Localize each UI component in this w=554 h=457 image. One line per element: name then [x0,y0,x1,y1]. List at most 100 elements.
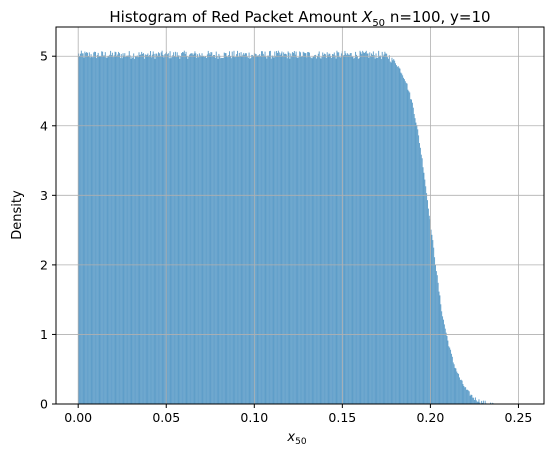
histogram-bar [267,55,269,405]
histogram-bar [466,389,468,404]
histogram-bar [263,55,265,404]
histogram-bar [115,52,117,404]
histogram-bar [364,52,366,405]
histogram-bar [238,52,240,404]
histogram-bar [450,349,452,404]
histogram-bar [96,55,98,405]
chart-title: Histogram of Red Packet Amount X50 n=100… [109,8,490,29]
histogram-bar [243,52,245,405]
histogram-bar [316,58,318,405]
histogram-bar [94,51,96,404]
histogram-bar [482,402,483,404]
histogram-bar [82,53,84,405]
histogram-bar [107,56,109,405]
histogram-bar [143,58,145,405]
histogram-bar [245,53,246,404]
histogram-bar [165,53,167,404]
histogram-bar [300,56,302,404]
histogram-bar [145,55,147,405]
histogram-bar [367,53,369,405]
histogram-bar [275,56,277,404]
histogram-bar [234,57,236,404]
histogram-bar [479,402,481,404]
histogram-bar [309,57,311,405]
histogram-bar [79,56,81,405]
histogram-bar [411,102,413,404]
histogram-bar [155,53,157,405]
histogram-bar [482,400,484,404]
histogram-bar [202,56,204,404]
histogram-bar [383,54,385,405]
histogram-bar [124,53,126,404]
histogram-bar [395,63,396,404]
histogram-bar [424,179,426,404]
histogram-bar [214,57,216,405]
histogram-bar [421,158,423,404]
histogram-bar [280,53,282,404]
histogram-bar [423,172,425,404]
histogram-bar [205,56,207,405]
histogram-bar [249,58,251,405]
histogram-bar [371,53,373,404]
histogram-bar [343,55,345,405]
histogram-bar [85,53,87,404]
x-axis-ticks: 0.00 0.05 0.10 0.15 0.20 0.25 [64,404,532,425]
histogram-bar [118,51,120,405]
histogram-bar [322,52,324,404]
histogram-bar [422,167,424,404]
histogram-bar [98,55,100,404]
histogram-bar [442,319,444,404]
histogram-bar [463,385,465,404]
histogram-bar [385,53,387,404]
histogram-bar [138,52,140,404]
histogram-bar [213,55,215,404]
histogram-bar [236,54,238,405]
histogram-bar [440,304,442,404]
histogram-bar [168,58,170,404]
histogram-bar [146,54,148,405]
histogram-bar [465,387,467,404]
histogram-bar [293,51,295,404]
histogram-bar [414,118,416,405]
histogram-bar [410,99,412,405]
histogram-bar [254,53,256,405]
histogram-bar [391,57,393,404]
histogram-bar [245,53,247,405]
histogram-bar [317,53,319,405]
histogram-bar [409,92,411,405]
histogram-bar [225,53,227,404]
histogram-bar [228,55,230,404]
histogram-bar [308,52,310,404]
histogram-bar [86,52,88,405]
histogram-bar [119,53,120,404]
title-variable: X [361,8,373,26]
histogram-bar [351,56,353,405]
histogram-bar [173,52,175,405]
histogram-bar [286,58,288,404]
histogram-bar [457,373,459,404]
histogram-bar [491,402,493,404]
histogram-bar [437,282,439,404]
histogram-bar [129,55,131,405]
histogram-bar [151,54,153,404]
histogram-bar [306,57,308,404]
histogram-bar [147,53,149,404]
histogram-bar [108,55,110,404]
histogram-bar [248,52,250,405]
histogram-bar [290,53,292,405]
histogram-bar [184,54,186,404]
histogram-bar [218,53,220,404]
histogram-bar [359,50,361,405]
histogram-bar [131,56,133,404]
histogram-bar [127,55,128,405]
histogram-bar [221,57,223,405]
histogram-bar [291,56,293,405]
histogram-bar [87,52,89,405]
histogram-bar [400,72,402,404]
histogram-bar [226,56,228,405]
histogram-bar [404,81,406,404]
histogram-bar [174,51,176,404]
histogram-bar [271,55,273,404]
histogram-bar [298,57,300,405]
histogram-bar [256,56,258,404]
